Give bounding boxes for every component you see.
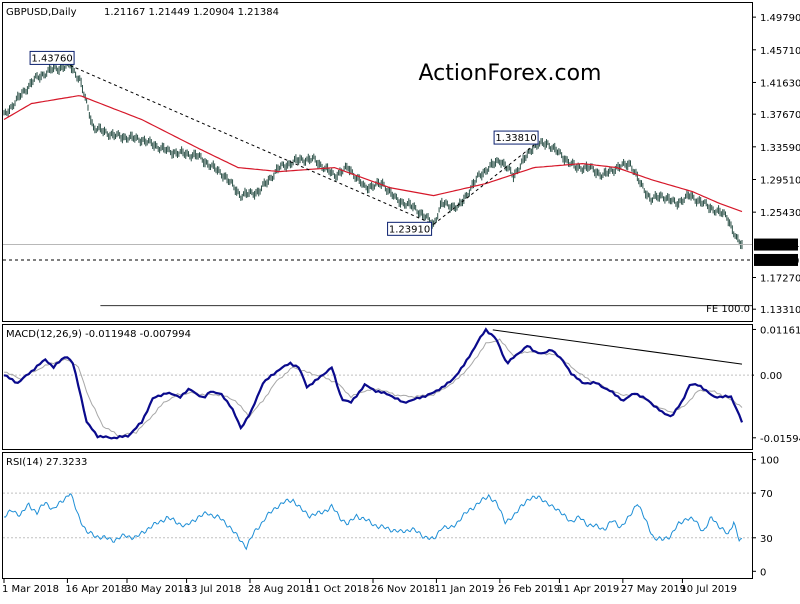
support-badge: 1.19460 xyxy=(758,256,799,267)
fe-label: FE 100.0 xyxy=(706,304,750,315)
ma-line xyxy=(4,96,742,212)
x-tick-label: 26 Feb 2019 xyxy=(498,584,560,595)
macd-tick-label: -0.015949 xyxy=(760,434,800,445)
price-tick-label: 1.29510 xyxy=(760,175,800,186)
rsi-tick-label: 30 xyxy=(760,534,773,545)
macd-signal-line xyxy=(4,339,742,436)
price-tick-label: 1.37670 xyxy=(760,110,800,121)
x-tick-label: 13 Jul 2018 xyxy=(185,584,242,595)
price-tick-label: 1.33590 xyxy=(760,143,800,154)
rsi-tick-label: 0 xyxy=(760,567,766,578)
price-tick-label: 1.17270 xyxy=(760,273,800,284)
price-tick-label: 1.25430 xyxy=(760,208,800,219)
rsi-tick-label: 100 xyxy=(760,456,779,467)
price-annotation-label: 1.33810 xyxy=(495,133,536,144)
rsi-line xyxy=(4,494,742,550)
x-tick-label: 30 May 2018 xyxy=(125,584,190,595)
rsi-panel-frame xyxy=(3,453,753,579)
price-panel: GBPUSD,Daily 1.21167 1.21449 1.20904 1.2… xyxy=(3,3,800,322)
macd-panel: MACD(12,26,9) -0.011948 -0.007994 0.0116… xyxy=(3,325,800,450)
price-bars xyxy=(4,59,742,249)
price-annotation-label: 1.23910 xyxy=(389,224,430,235)
dashed-trendline xyxy=(70,65,433,224)
last-price-badge: 1.21384 xyxy=(758,241,799,252)
dashed-trendline xyxy=(434,145,535,224)
rsi-tick-label: 70 xyxy=(760,489,773,500)
x-tick-label: 11 Oct 2018 xyxy=(308,584,370,595)
symbol-timeframe: GBPUSD,Daily xyxy=(6,7,77,18)
price-tick-label: 1.45710 xyxy=(760,46,800,57)
rsi-panel: RSI(14) 27.3233 100 70 30 0 xyxy=(3,453,780,579)
x-tick-label: 10 Jul 2019 xyxy=(680,584,737,595)
macd-main-line xyxy=(4,329,742,438)
price-tick-label: 1.41630 xyxy=(760,78,800,89)
x-tick-label: 27 May 2019 xyxy=(621,584,686,595)
price-tick-label: 1.49790 xyxy=(760,13,800,24)
price-annotation-label: 1.43760 xyxy=(31,53,72,64)
x-tick-label: 28 Aug 2018 xyxy=(248,584,312,595)
watermark: ActionForex.com xyxy=(419,61,602,86)
price-panel-frame xyxy=(3,3,753,322)
x-tick-label: 1 Mar 2018 xyxy=(2,584,59,595)
x-tick-label: 26 Nov 2018 xyxy=(371,584,435,595)
rsi-title: RSI(14) 27.3233 xyxy=(6,457,87,468)
x-tick-label: 11 Jan 2019 xyxy=(434,584,494,595)
macd-tick-label: 0.011619 xyxy=(760,325,800,336)
macd-panel-frame xyxy=(3,325,753,450)
macd-title: MACD(12,26,9) -0.011948 -0.007994 xyxy=(6,329,191,340)
ohlc-values: 1.21167 1.21449 1.20904 1.21384 xyxy=(104,7,279,18)
price-tick-label: 1.13310 xyxy=(760,305,800,316)
x-tick-label: 16 Apr 2018 xyxy=(65,584,127,595)
x-tick-label: 11 Apr 2019 xyxy=(557,584,619,595)
moving-average xyxy=(4,96,742,212)
macd-tick-label: 0.00 xyxy=(760,371,782,382)
